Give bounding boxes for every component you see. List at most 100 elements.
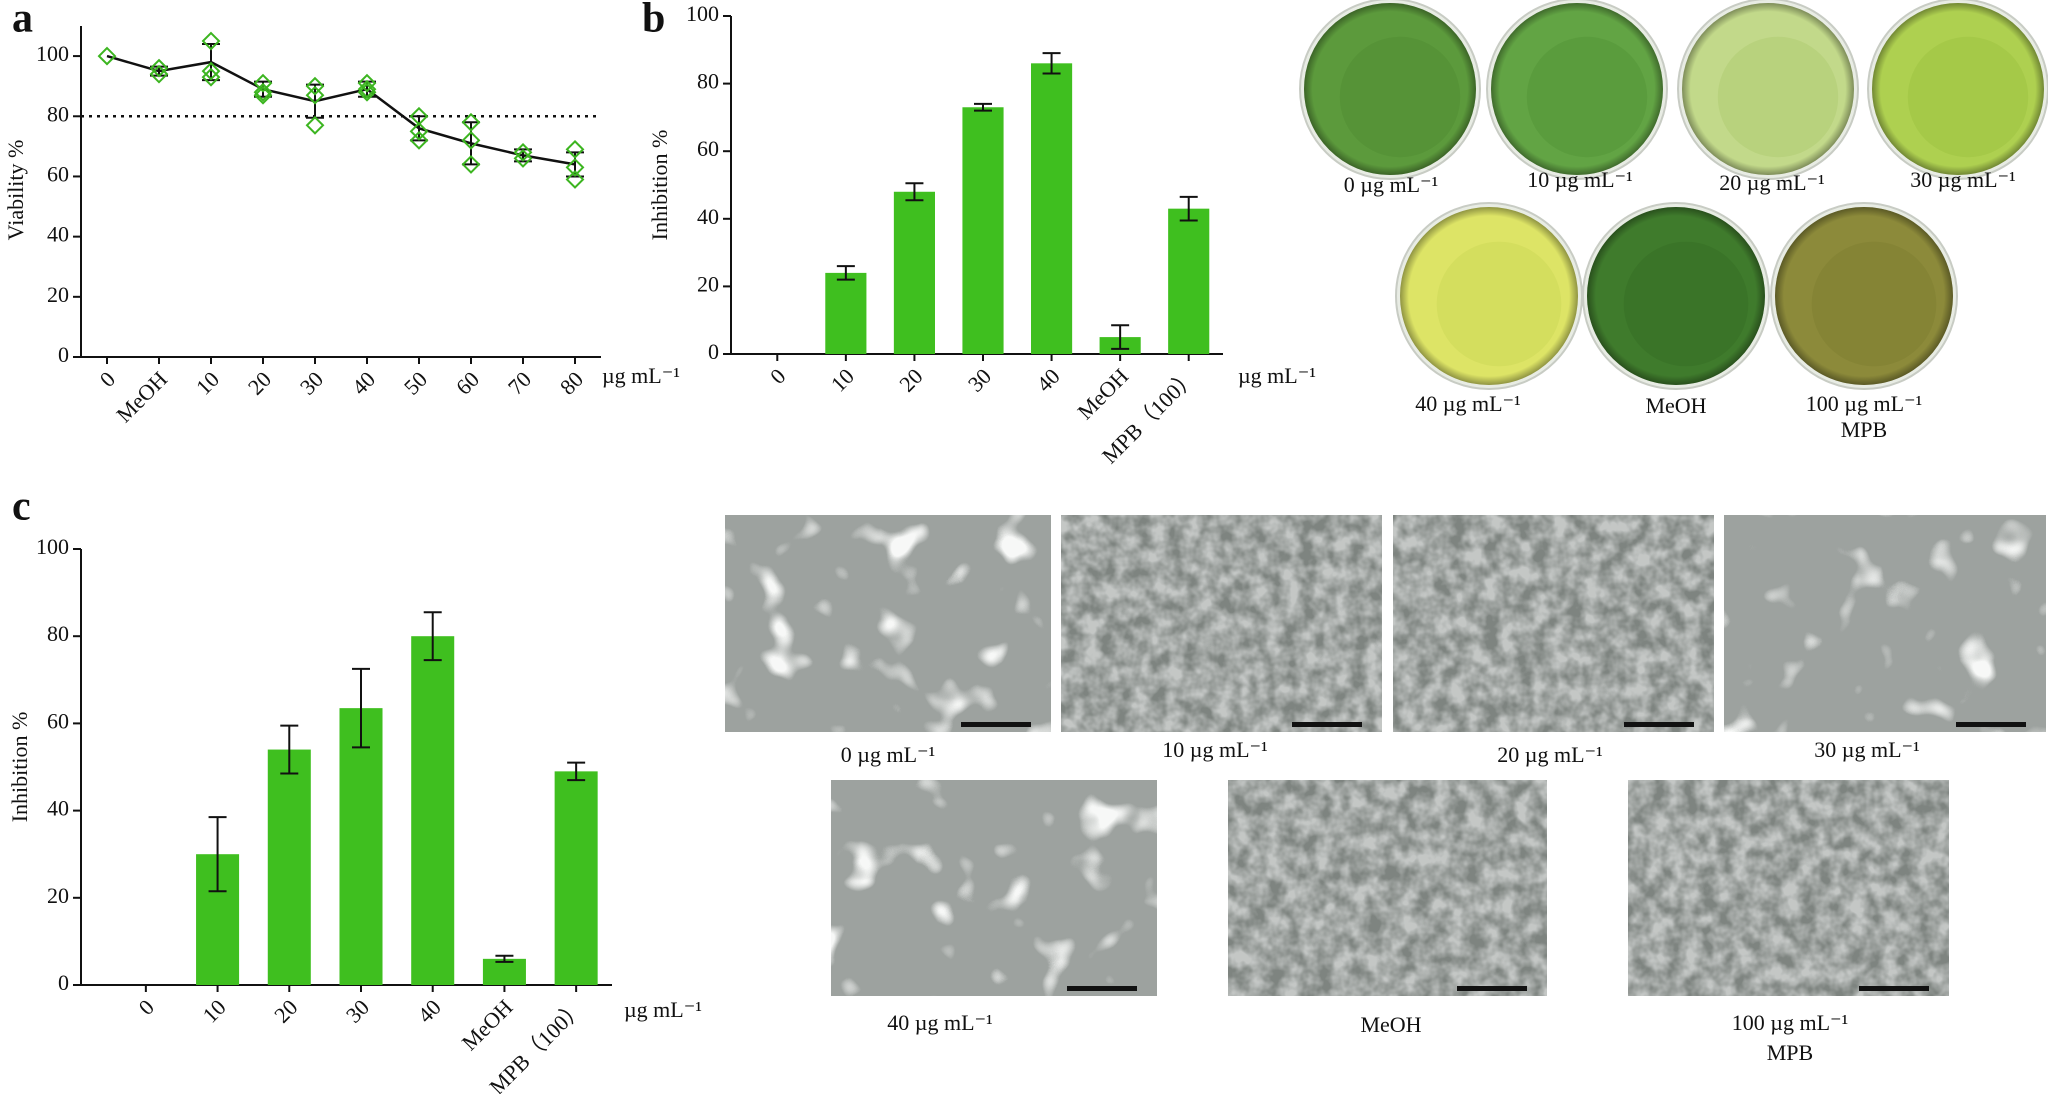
y-tick-label: 60 [47,162,69,187]
plate-caption: 100 µg mL⁻¹ [1806,391,1922,416]
data-point [357,82,377,102]
x-tick-label: 0 [95,366,120,391]
y-tick-label: 0 [58,342,69,367]
x-unit-label: µg mL⁻¹ [624,997,702,1022]
data-point [201,61,221,81]
y-tick-label: 100 [36,534,69,559]
x-tick-label: 20 [243,366,276,399]
sem-caption: MPB [1767,1040,1813,1065]
bar [1168,208,1210,354]
y-axis-label: Inhibition % [647,130,672,241]
error-bar [836,265,855,281]
error-bar [280,724,299,775]
y-tick-label: 40 [697,204,719,229]
plate-caption: 10 µg mL⁻¹ [1527,167,1632,192]
data-point [253,85,273,105]
x-tick-label: 10 [191,366,224,399]
sem-caption: 20 µg mL⁻¹ [1497,742,1602,767]
x-tick-label: MeOH [1072,363,1133,424]
bar [1031,63,1073,354]
plate-caption: 40 µg mL⁻¹ [1415,391,1520,416]
plate-rim [1491,3,1663,175]
x-tick-label: 10 [197,994,230,1027]
data-point [305,85,325,105]
y-axis-label: Viability % [3,140,28,241]
plate-caption: 20 µg mL⁻¹ [1719,170,1824,195]
plate-rim [1872,3,2044,175]
x-tick-label: 40 [347,366,380,399]
data-point [149,64,169,84]
scale-bar [1457,986,1527,991]
sem-texture [725,515,1051,732]
x-unit-label: µg mL⁻¹ [1238,363,1316,388]
plate-rim [1400,207,1578,385]
x-tick-label: 20 [269,994,302,1027]
sem-caption: 30 µg mL⁻¹ [1814,737,1919,762]
panel-label: a [12,0,33,42]
error-bar [1179,195,1198,222]
data-point [565,139,585,159]
y-axis-label: Inhibition % [7,712,32,823]
plate-caption: MeOH [1645,393,1706,418]
sem-texture [1228,780,1547,996]
error-bar [423,611,442,662]
y-tick-label: 0 [708,339,719,364]
sem-caption: 10 µg mL⁻¹ [1162,737,1267,762]
panel-label: c [12,484,31,530]
line [106,54,576,166]
data-point [565,170,585,189]
sem-texture [831,780,1157,996]
data-point [149,58,169,78]
error-bar [306,83,324,119]
error-bar [567,761,586,782]
scale-bar [1956,722,2026,727]
sem-texture [1061,515,1382,732]
plate-caption: 0 µg mL⁻¹ [1344,172,1438,197]
data-point [461,155,481,174]
y-tick-label: 80 [697,69,719,94]
bar [554,771,598,985]
y-tick-label: 80 [47,621,69,646]
error-bar [1111,324,1130,350]
x-tick-label: MeOH [111,366,172,427]
y-tick-label: 60 [47,708,69,733]
x-tick-label: 50 [399,366,432,399]
scale-bar [1067,986,1137,991]
x-tick-label: 30 [295,366,328,399]
error-bar [352,667,370,749]
data-point [409,130,429,150]
x-tick-label: 10 [826,363,859,396]
x-unit-label: µg mL⁻¹ [602,363,680,388]
bar [825,272,867,354]
plate-rim [1682,3,1854,175]
sem-caption: 100 µg mL⁻¹ [1732,1010,1848,1035]
x-tick-label: 30 [963,363,996,396]
plate-caption: MPB [1841,417,1887,442]
x-tick-label: 0 [134,994,159,1019]
y-tick-label: 20 [47,282,69,307]
error-bar [495,954,514,963]
y-tick-label: 40 [47,796,69,821]
data-point [409,121,429,141]
sem-texture [1724,515,2046,732]
y-tick-label: 40 [47,222,69,247]
bar [893,191,935,354]
bar [411,636,455,985]
data-point [461,112,481,132]
error-bar [905,182,924,202]
y-tick-label: 0 [58,970,69,995]
data-point [253,73,273,93]
x-tick-label: 60 [451,366,484,399]
data-point [461,130,481,150]
bar [962,107,1004,354]
y-tick-label: 100 [686,1,719,26]
scale-bar [1859,986,1929,991]
y-tick-label: 80 [47,101,69,126]
scale-bar [961,722,1031,727]
data-point [357,79,377,99]
sem-caption: 40 µg mL⁻¹ [887,1010,992,1035]
y-tick-label: 100 [36,41,69,66]
y-tick-label: 20 [697,271,719,296]
x-tick-label: 40 [1031,363,1064,396]
